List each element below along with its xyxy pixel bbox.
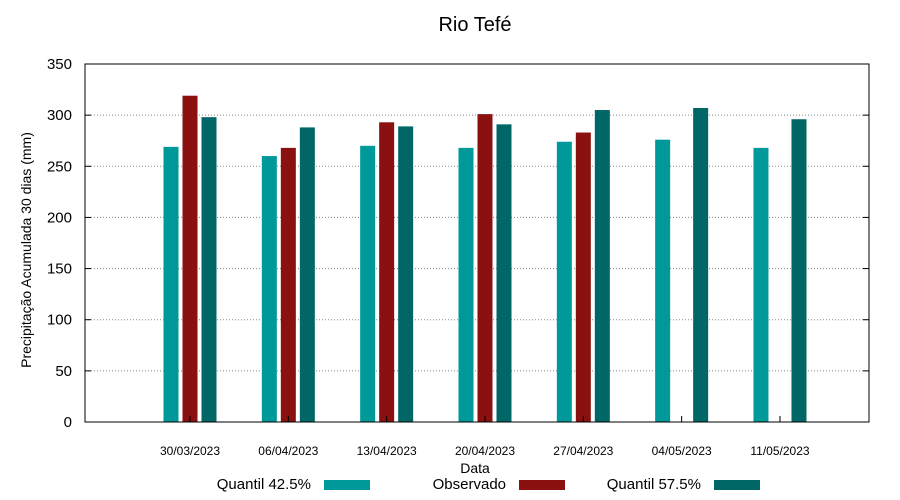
bar-2-0	[201, 117, 217, 422]
x-tick-label: 27/04/2023	[553, 444, 613, 458]
bar-2-1	[299, 127, 315, 422]
bar-0-2	[360, 145, 376, 423]
bar-0-5	[655, 139, 671, 423]
chart-title: Rio Tefé	[438, 14, 511, 36]
x-tick-label: 06/04/2023	[258, 444, 318, 458]
y-axis-label: Precipitação Acumulada 30 dias (mm)	[18, 132, 34, 368]
y-tick-label: 0	[64, 414, 72, 431]
bar-1-1	[280, 147, 296, 423]
legend-swatch-2	[714, 480, 760, 490]
legend-swatch-1	[519, 480, 565, 490]
y-tick-label: 200	[47, 209, 72, 226]
legend-label-2: Quantil 57.5%	[607, 476, 701, 493]
bar-0-3	[458, 147, 474, 423]
y-axis-ticks: 0 50 100 150 200 250 300 350	[47, 56, 869, 431]
x-tick-label: 30/03/2023	[160, 444, 220, 458]
bar-1-4	[575, 132, 591, 422]
legend: Quantil 42.5% Observado Quantil 57.5%	[217, 476, 760, 493]
y-tick-label: 350	[47, 56, 72, 73]
y-tick-label: 250	[47, 158, 72, 175]
bar-2-2	[398, 126, 414, 422]
y-tick-label: 300	[47, 107, 72, 124]
legend-label-1: Observado	[433, 476, 506, 493]
x-tick-label: 04/05/2023	[652, 444, 712, 458]
bar-0-6	[753, 147, 769, 423]
y-tick-label: 150	[47, 261, 72, 278]
bar-2-5	[693, 107, 709, 423]
y-tick-label: 50	[55, 363, 72, 380]
bar-1-2	[379, 122, 395, 422]
bar-1-0	[182, 95, 198, 423]
bar-2-3	[496, 124, 512, 422]
bar-1-3	[477, 114, 493, 423]
x-tick-label: 11/05/2023	[750, 444, 809, 458]
x-tick-label: 20/04/2023	[455, 444, 515, 458]
legend-label-0: Quantil 42.5%	[217, 476, 311, 493]
bar-2-4	[594, 110, 610, 423]
y-tick-label: 100	[47, 312, 72, 329]
x-tick-label: 13/04/2023	[357, 444, 417, 458]
x-axis-ticks: 30/03/2023 06/04/2023 13/04/2023 20/04/2023…	[160, 416, 810, 458]
bar-0-1	[261, 156, 277, 423]
x-axis-label: Data	[460, 460, 490, 476]
bar-0-0	[163, 146, 179, 422]
bar-0-4	[556, 141, 572, 423]
bar-2-6	[791, 119, 807, 422]
legend-swatch-0	[324, 480, 370, 490]
plot-frame	[84, 63, 870, 423]
bars-group	[163, 95, 807, 423]
